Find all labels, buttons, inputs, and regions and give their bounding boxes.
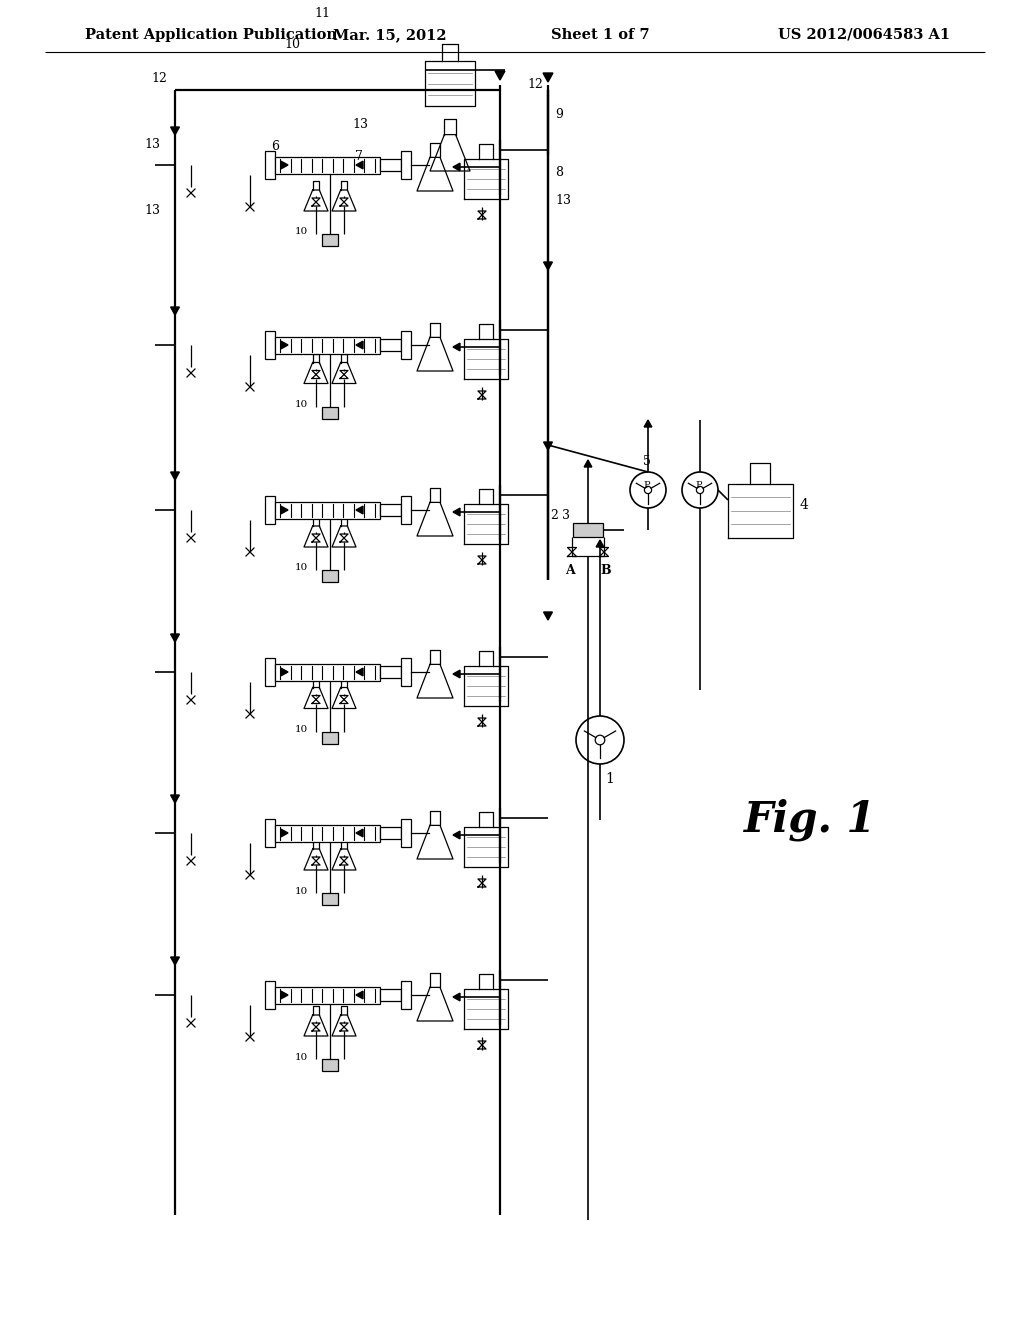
- Bar: [265, 659, 275, 685]
- Polygon shape: [453, 508, 460, 516]
- Bar: [275, 664, 380, 681]
- Polygon shape: [356, 506, 362, 513]
- Bar: [380, 828, 401, 838]
- Polygon shape: [171, 308, 179, 315]
- Text: 10: 10: [295, 227, 308, 236]
- Bar: [275, 157, 380, 173]
- Bar: [401, 820, 411, 846]
- Text: 12: 12: [527, 78, 543, 91]
- Polygon shape: [453, 671, 460, 678]
- Polygon shape: [171, 957, 179, 965]
- Polygon shape: [356, 829, 362, 837]
- Polygon shape: [356, 668, 362, 676]
- Text: Sheet 1 of 7: Sheet 1 of 7: [551, 28, 649, 42]
- Text: 10: 10: [295, 564, 308, 573]
- Text: B: B: [601, 564, 611, 577]
- Polygon shape: [644, 420, 652, 426]
- Text: 10: 10: [295, 1052, 308, 1061]
- Polygon shape: [281, 161, 288, 169]
- Text: 6: 6: [271, 140, 279, 153]
- Text: 10: 10: [295, 887, 308, 895]
- Polygon shape: [171, 634, 179, 642]
- Polygon shape: [356, 341, 362, 348]
- Polygon shape: [281, 506, 288, 513]
- Bar: [275, 337, 380, 354]
- Bar: [275, 825, 380, 842]
- Bar: [380, 990, 401, 1001]
- Bar: [401, 659, 411, 685]
- Text: 10: 10: [295, 725, 308, 734]
- Text: 10: 10: [295, 400, 308, 409]
- Polygon shape: [281, 341, 288, 348]
- Text: 11: 11: [314, 7, 330, 20]
- Bar: [265, 820, 275, 846]
- Bar: [401, 496, 411, 524]
- Text: 4: 4: [800, 498, 809, 512]
- Bar: [275, 986, 380, 1003]
- Bar: [322, 407, 338, 418]
- Bar: [265, 331, 275, 359]
- Text: 9: 9: [555, 108, 563, 121]
- Text: 5: 5: [643, 455, 651, 469]
- Text: P: P: [695, 480, 702, 490]
- Polygon shape: [356, 991, 362, 999]
- Polygon shape: [281, 829, 288, 837]
- Polygon shape: [171, 795, 179, 803]
- Bar: [322, 894, 338, 906]
- Text: Fig. 1: Fig. 1: [743, 799, 877, 841]
- Text: 10: 10: [284, 38, 300, 51]
- Text: 13: 13: [352, 119, 368, 132]
- Text: Patent Application Publication: Patent Application Publication: [85, 28, 337, 42]
- Bar: [265, 981, 275, 1008]
- Polygon shape: [171, 127, 179, 135]
- Bar: [401, 152, 411, 178]
- Polygon shape: [453, 343, 460, 351]
- Text: 13: 13: [555, 194, 571, 206]
- Text: A: A: [565, 564, 574, 577]
- Bar: [322, 234, 338, 246]
- Polygon shape: [453, 993, 460, 1001]
- Text: 1: 1: [605, 772, 613, 785]
- Polygon shape: [544, 261, 552, 271]
- Polygon shape: [596, 540, 604, 546]
- Bar: [401, 981, 411, 1008]
- Bar: [380, 339, 401, 351]
- Bar: [322, 1059, 338, 1071]
- Text: P: P: [644, 480, 650, 490]
- Bar: [322, 731, 338, 743]
- Polygon shape: [495, 71, 505, 81]
- Polygon shape: [356, 161, 362, 169]
- Bar: [401, 331, 411, 359]
- Polygon shape: [171, 473, 179, 480]
- Text: Mar. 15, 2012: Mar. 15, 2012: [333, 28, 446, 42]
- Text: US 2012/0064583 A1: US 2012/0064583 A1: [778, 28, 950, 42]
- Polygon shape: [453, 164, 460, 170]
- Polygon shape: [584, 459, 592, 467]
- Polygon shape: [544, 612, 552, 620]
- Text: 13: 13: [144, 203, 160, 216]
- Polygon shape: [544, 442, 552, 450]
- Text: 3: 3: [562, 510, 570, 521]
- Text: 13: 13: [144, 139, 160, 152]
- Bar: [573, 523, 603, 537]
- Polygon shape: [453, 832, 460, 838]
- Text: 12: 12: [152, 73, 167, 84]
- Bar: [380, 504, 401, 516]
- Bar: [275, 502, 380, 519]
- Polygon shape: [281, 668, 288, 676]
- Text: 7: 7: [355, 150, 362, 164]
- Bar: [265, 496, 275, 524]
- Bar: [380, 667, 401, 677]
- Polygon shape: [543, 73, 553, 82]
- Text: 8: 8: [555, 166, 563, 180]
- Text: 2: 2: [550, 510, 558, 521]
- Polygon shape: [281, 991, 288, 999]
- Bar: [265, 152, 275, 178]
- Bar: [380, 160, 401, 170]
- Bar: [322, 570, 338, 582]
